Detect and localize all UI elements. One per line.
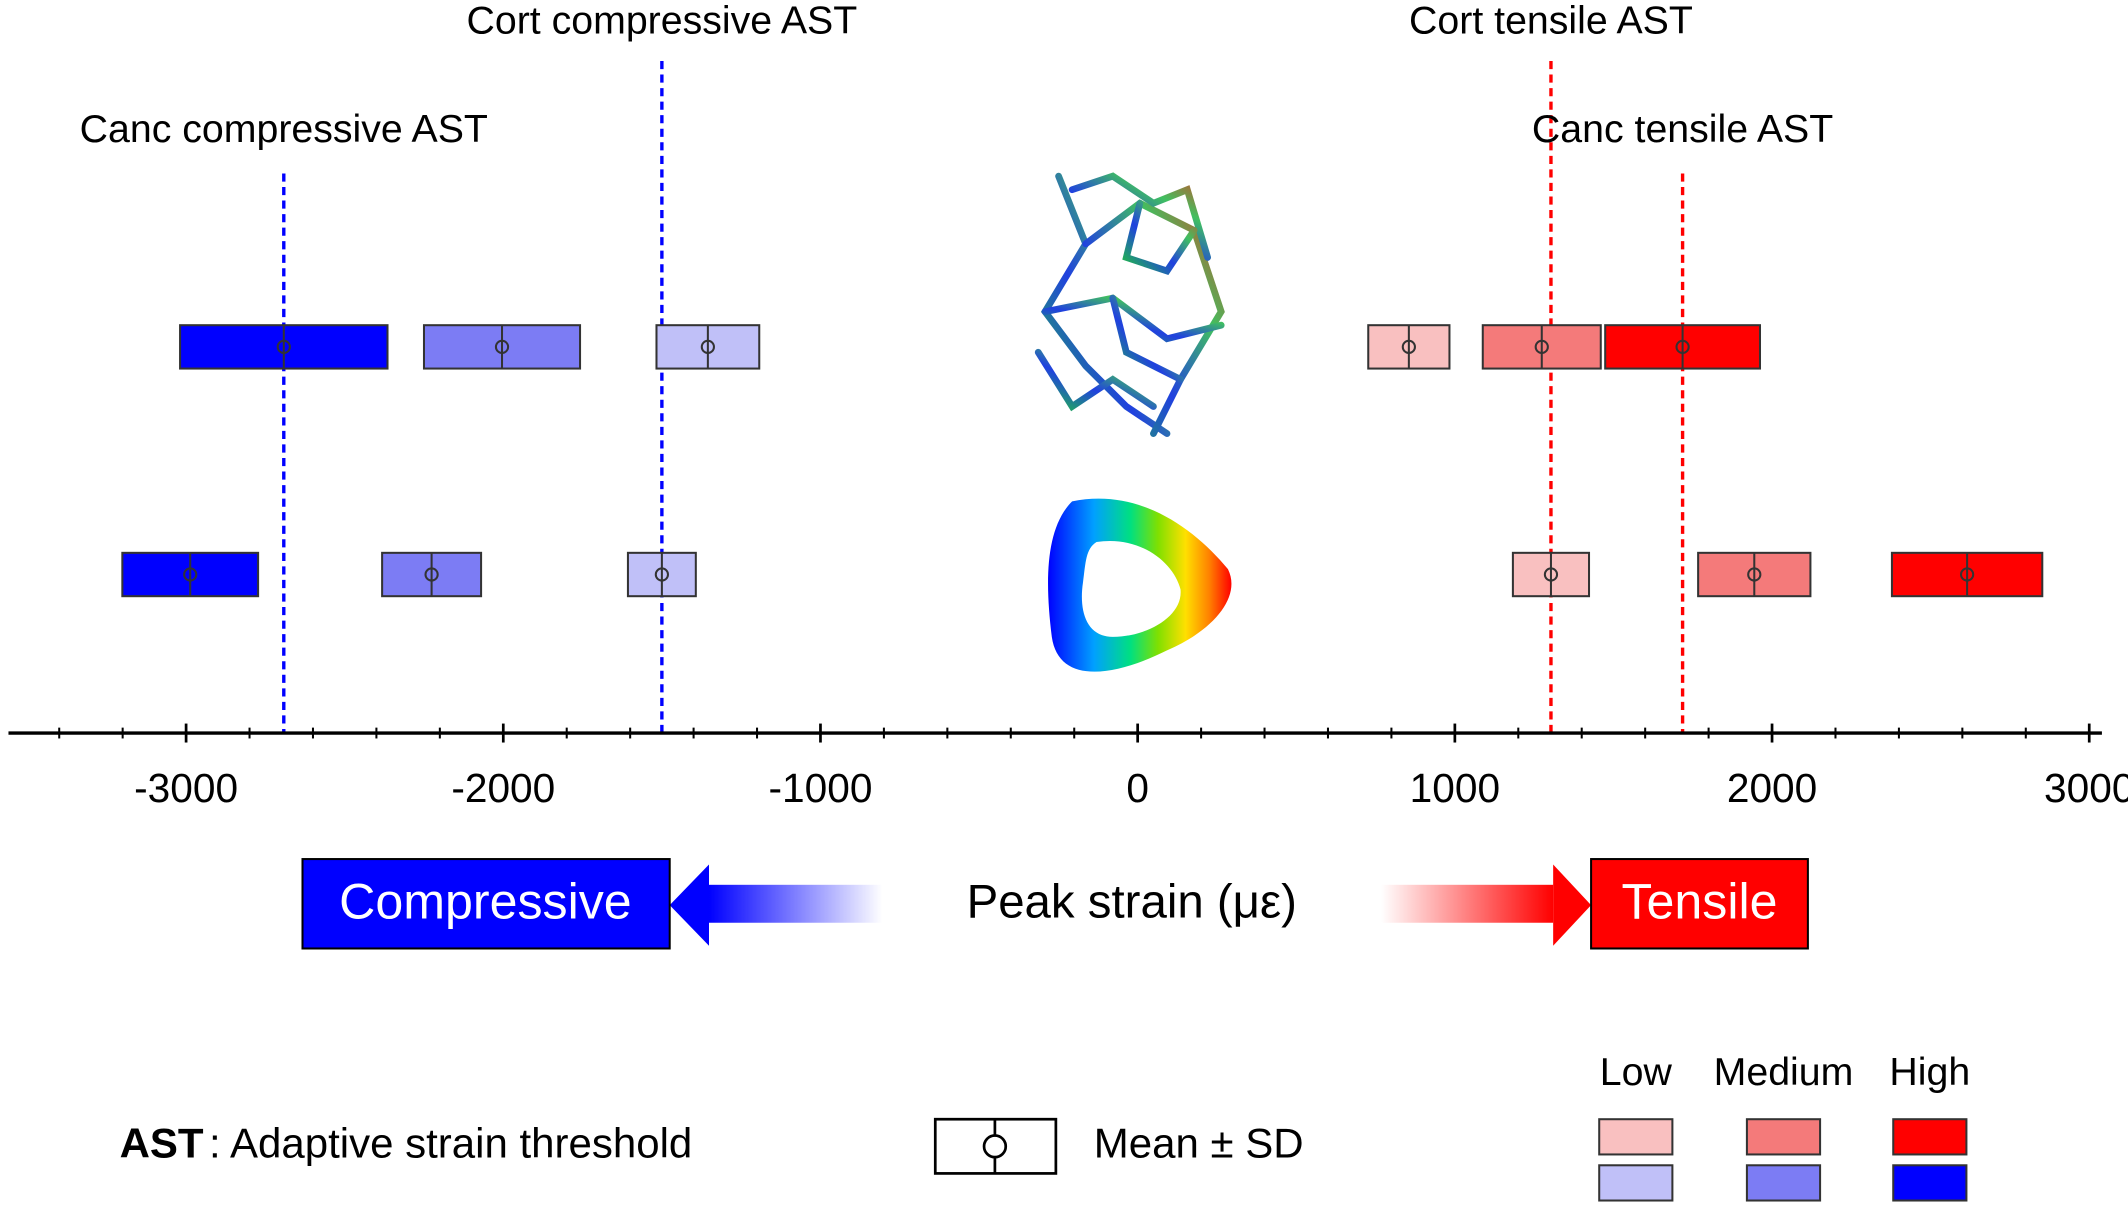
legend-level: Low <box>1600 1050 1673 1094</box>
compressive-box <box>301 858 671 950</box>
legend-swatch <box>1892 1118 1968 1156</box>
legend-symbol-label: Mean ± SD <box>1094 1119 1304 1166</box>
x-tick-label: 3000 <box>2044 765 2128 811</box>
mean-marker <box>424 567 439 582</box>
legend-swatch <box>1892 1164 1968 1202</box>
mean-marker <box>183 567 198 582</box>
mean-marker <box>494 339 510 354</box>
tensile-box <box>1590 858 1809 950</box>
legend-swatch <box>1598 1118 1674 1156</box>
x-tick-label: -2000 <box>451 765 555 811</box>
legend-symbol-circle <box>982 1134 1008 1159</box>
mean-marker <box>1401 339 1416 354</box>
legend-swatch <box>1745 1164 1822 1202</box>
threshold-label: Canc tensile AST <box>1532 107 1833 151</box>
x-tick-label: -1000 <box>769 765 873 811</box>
legend-swatch <box>1598 1164 1674 1202</box>
tensile-label: Tensile <box>1621 873 1777 929</box>
x-tick-label: 2000 <box>1727 765 1817 811</box>
compressive-arrowhead <box>669 864 709 946</box>
mean-marker <box>700 339 715 354</box>
abbr: AST <box>120 1119 204 1166</box>
compressive-label: Compressive <box>339 873 631 929</box>
x-tick-label: 0 <box>1126 765 1149 811</box>
tensile-fade <box>1381 884 1554 923</box>
threshold-label: Canc compressive AST <box>80 107 488 151</box>
mean-marker <box>1675 339 1690 354</box>
threshold-label: Cort tensile AST <box>1409 0 1693 42</box>
legend-level: High <box>1889 1050 1970 1094</box>
legend-level: Medium <box>1714 1050 1854 1094</box>
trabecular-image <box>1034 172 1225 437</box>
abbr-text: : Adaptive strain threshold <box>209 1119 692 1166</box>
legend-swatch <box>1745 1118 1822 1156</box>
x-tick-label: 1000 <box>1410 765 1500 811</box>
tensile-arrowhead <box>1553 864 1592 946</box>
mean-marker <box>1534 339 1549 354</box>
cortical-image <box>1048 498 1232 672</box>
mean-marker <box>1747 567 1762 582</box>
x-axis-label: Peak strain (με) <box>967 876 1297 929</box>
x-tick-label: -3000 <box>134 765 238 811</box>
mean-marker <box>1543 567 1559 582</box>
compressive-fade <box>708 884 883 923</box>
mean-marker <box>1959 567 1975 582</box>
mean-marker <box>654 567 669 582</box>
mean-marker <box>276 339 291 354</box>
threshold-label: Cort compressive AST <box>467 0 858 42</box>
